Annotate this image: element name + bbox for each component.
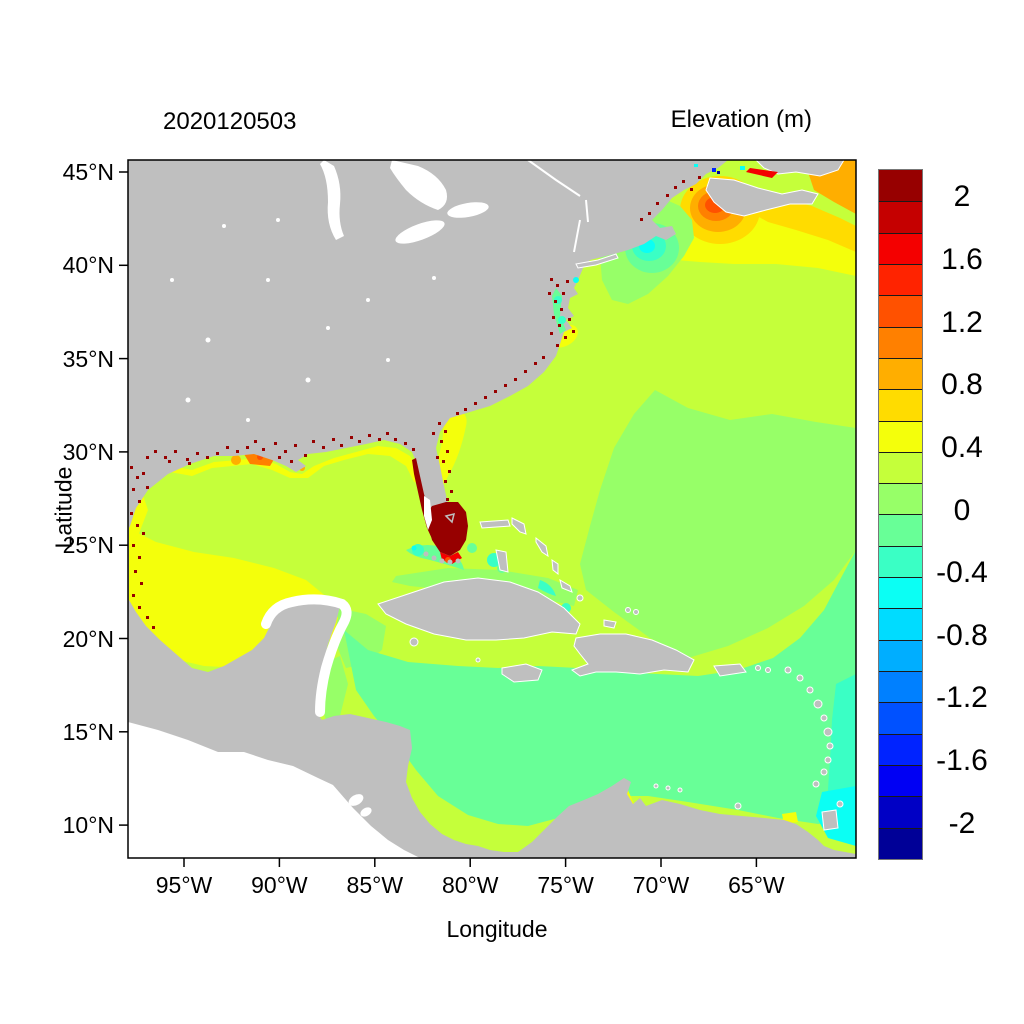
bahamas-green2-2 xyxy=(467,543,477,553)
colorbar-segment xyxy=(879,733,922,765)
colorbar-segment xyxy=(879,827,922,859)
colorbar-segment xyxy=(879,170,922,202)
land-cuba xyxy=(377,577,581,641)
top-cyan-speck-1 xyxy=(740,166,745,170)
florida-coast-white-notch xyxy=(424,496,432,530)
top-blue-speck xyxy=(712,168,716,172)
colorbar-segment xyxy=(879,201,922,233)
great-lakes xyxy=(320,160,489,244)
scotian-shelf-yelloworange xyxy=(748,198,856,252)
land-hispaniola xyxy=(570,633,695,677)
pei-red-streak xyxy=(746,168,778,178)
land-lake-flecks xyxy=(170,218,436,422)
land-trinidad xyxy=(821,809,839,831)
antilles-east-turquoise xyxy=(826,674,856,824)
land-florida-keys xyxy=(423,551,461,565)
x-tick-label: 75°W xyxy=(537,872,594,898)
colorbar-segment xyxy=(879,357,922,390)
y-tick-label: 25°N xyxy=(62,532,114,559)
colorbar-title: Elevation (m) xyxy=(670,106,812,133)
colorbar-segment xyxy=(879,326,922,358)
colorbar-segment xyxy=(879,295,922,327)
y-tick-label: 20°N xyxy=(62,625,114,652)
land-north-america xyxy=(128,160,856,858)
pacific-out-of-domain xyxy=(128,722,420,858)
x-axis-label: Longitude xyxy=(446,916,548,942)
x-tick-label: 95°W xyxy=(155,872,213,898)
rivers xyxy=(527,160,589,253)
colorbar-segment xyxy=(879,483,922,515)
colorbar-tick-label: -1.6 xyxy=(936,744,988,778)
land-jamaica xyxy=(501,663,543,683)
top-cyan-speck-2 xyxy=(694,164,698,167)
colorbar-segment xyxy=(879,389,922,421)
yucatan-shelf-white xyxy=(261,594,352,717)
southwest-florida-blob xyxy=(428,502,468,556)
land-small-islands xyxy=(475,657,742,810)
colorbar-tick-label: 0 xyxy=(953,493,971,527)
colorbar-tick-label: 0.4 xyxy=(941,430,983,464)
x-tick-label: 80°W xyxy=(441,872,499,898)
land-puerto-rico xyxy=(713,663,747,677)
delaware-cyan xyxy=(573,277,579,283)
colorbar-tick-label: -0.4 xyxy=(936,556,988,590)
colorbar-segment xyxy=(879,671,922,703)
colorbar-tick-label: 2 xyxy=(953,180,971,214)
colorbar-tick-label: 0.8 xyxy=(941,368,983,402)
x-tick-label: 70°W xyxy=(632,872,690,898)
colorbar-segment xyxy=(879,764,922,797)
y-tick-label: 45°N xyxy=(62,159,114,185)
land-tobago xyxy=(836,800,844,808)
x-tick-label: 85°W xyxy=(346,872,404,898)
plot-border xyxy=(127,159,857,859)
colorbar-segment xyxy=(879,451,922,484)
colorbar-segment xyxy=(879,514,922,546)
colorbar xyxy=(878,169,923,860)
north-gulf-coastal-yellow xyxy=(146,446,422,484)
land-long-island xyxy=(575,253,619,269)
colorbar-tick-label: -2 xyxy=(948,806,976,840)
caribbean-green2 xyxy=(344,550,856,826)
colorbar-tick-label: 1.6 xyxy=(941,242,983,276)
mid-atlantic-green1 xyxy=(580,390,856,658)
top-darkblue-speck xyxy=(717,171,720,174)
lake-nicaragua xyxy=(348,794,372,817)
land-isla-juventud xyxy=(409,637,419,647)
colorbar-segment xyxy=(879,263,922,296)
chesapeake-turquoise-2 xyxy=(558,316,566,324)
y-tick-label: 35°N xyxy=(62,345,114,372)
y-tick-label: 30°N xyxy=(62,438,114,465)
colorbar-segment xyxy=(879,232,922,264)
okeechobee-outline xyxy=(444,512,456,524)
colorbar-tick-label: -1.2 xyxy=(936,681,988,715)
colorbar-tick-label: -0.8 xyxy=(936,618,988,652)
colorbar-segment xyxy=(879,608,922,640)
y-tick-label: 40°N xyxy=(62,252,114,279)
y-tick-label: 10°N xyxy=(62,812,114,839)
colorbar-tick-label: 1.2 xyxy=(941,305,983,339)
colorbar-segment xyxy=(879,702,922,734)
keys-south-cyan xyxy=(411,545,417,551)
colorbar-segment xyxy=(879,796,922,828)
land-group xyxy=(128,160,856,858)
bahamas-turquoise-2 xyxy=(538,580,556,596)
land-nova-scotia xyxy=(705,177,819,217)
colorbar-segment xyxy=(879,545,922,578)
plot-title-date: 2020120503 xyxy=(163,108,297,135)
gulf-coast-red-speckles xyxy=(146,432,415,465)
colorbar-segment xyxy=(879,420,922,452)
y-tick-label: 15°N xyxy=(62,718,114,745)
colorbar-segment xyxy=(879,577,922,609)
x-tick-label: 65°W xyxy=(728,872,785,898)
land-lesser-antilles xyxy=(755,665,834,788)
x-tick-label: 90°W xyxy=(251,872,308,898)
land-bahamas xyxy=(479,517,639,629)
colorbar-segment xyxy=(879,639,922,671)
axis-ticks xyxy=(119,171,758,867)
